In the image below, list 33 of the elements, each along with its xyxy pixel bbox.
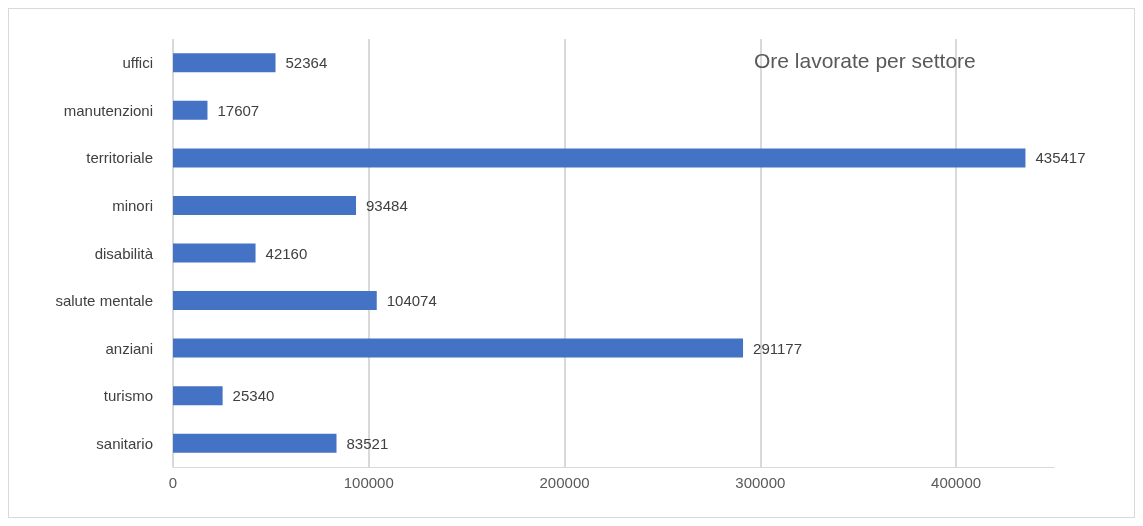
y-tick-label: minori	[112, 196, 153, 214]
data-label: 93484	[366, 196, 408, 214]
bar	[173, 243, 256, 263]
x-tick-label: 0	[168, 474, 178, 491]
y-tick-label: uffici	[122, 54, 153, 72]
y-tick-label: anziani	[105, 339, 153, 357]
data-label: 17607	[217, 101, 260, 119]
bar	[173, 386, 223, 406]
bar	[173, 338, 744, 358]
data-label: 104074	[386, 292, 437, 310]
data-label: 42160	[265, 244, 308, 262]
data-label: 52364	[285, 54, 328, 72]
x-tick-label: 100000	[343, 474, 394, 491]
bar	[173, 195, 357, 215]
y-tick-label: sanitario	[96, 434, 153, 452]
y-tick-label: manutenzioni	[63, 101, 153, 119]
bar	[173, 100, 208, 120]
data-label: 83521	[346, 434, 389, 452]
x-tick-label: 400000	[931, 474, 982, 491]
bar	[173, 291, 377, 311]
text: Ore lavorate per settore	[754, 49, 976, 72]
data-label: 25340	[232, 387, 275, 405]
data-label: 291177	[753, 339, 803, 357]
y-tick-label: turismo	[103, 387, 153, 405]
bar	[173, 148, 1026, 168]
bar	[173, 433, 337, 453]
data-label: 435417	[1035, 149, 1086, 167]
y-tick-label: territoriale	[86, 149, 153, 167]
y-tick-label: disabilità	[94, 244, 154, 262]
x-tick-label: 300000	[735, 474, 786, 491]
bar	[173, 53, 276, 73]
y-tick-label: salute mentale	[55, 292, 153, 310]
x-tick-label: 200000	[539, 474, 590, 491]
